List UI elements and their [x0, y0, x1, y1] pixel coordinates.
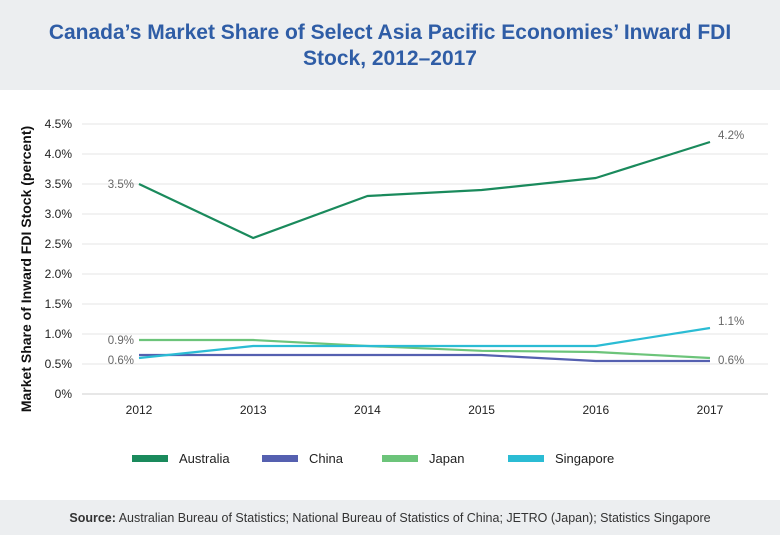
source-text: Australian Bureau of Statistics; Nationa… — [115, 511, 711, 525]
legend-swatch-china — [262, 455, 298, 462]
series-line-australia — [138, 140, 711, 240]
source-label: Source: — [69, 511, 116, 525]
x-tick-label: 2013 — [240, 403, 267, 417]
y-tick-label: 2.5% — [45, 237, 73, 251]
y-tick-label: 0% — [55, 387, 73, 401]
chart-title: Canada’s Market Share of Select Asia Pac… — [48, 21, 732, 70]
y-tick-label: 3.5% — [45, 177, 73, 191]
y-tick-label: 4.5% — [45, 117, 73, 131]
series-line-japan — [139, 338, 711, 360]
source-note: Source: Australian Bureau of Statistics;… — [0, 511, 780, 525]
data-label: 3.5% — [108, 179, 134, 191]
legend-label-china: China — [309, 451, 344, 466]
x-tick-label: 2015 — [468, 403, 495, 417]
legend-swatch-japan — [382, 455, 418, 462]
series-line-singapore — [138, 326, 711, 360]
data-label: 0.9% — [108, 335, 134, 347]
legend-swatch-singapore — [508, 455, 544, 462]
x-tick-label: 2012 — [126, 403, 153, 417]
y-axis-title: Market Share of Inward FDI Stock (percen… — [18, 126, 34, 412]
y-tick-label: 0.5% — [45, 357, 73, 371]
y-tick-label: 4.0% — [45, 147, 73, 161]
data-label: 0.6% — [718, 355, 744, 367]
legend-label-singapore: Singapore — [555, 451, 614, 466]
legend-swatch-australia — [132, 455, 168, 462]
y-tick-label: 1.5% — [45, 297, 73, 311]
source-footer: Source: Australian Bureau of Statistics;… — [0, 500, 780, 535]
data-label: 4.2% — [718, 130, 744, 142]
legend-label-japan: Japan — [429, 451, 464, 466]
line-chart: 0% 0.5% 1.0% 1.5% 2.0% 2.5% 3.0% 3.5% 4.0% 4.5% 20… — [18, 117, 768, 466]
x-tick-label: 2016 — [582, 403, 609, 417]
title-banner: Canada’s Market Share of Select Asia Pac… — [0, 0, 780, 90]
legend-label-australia: Australia — [179, 451, 230, 466]
series-line-china — [139, 353, 710, 363]
y-tick-label: 1.0% — [45, 327, 73, 341]
data-label: 0.6% — [108, 355, 134, 367]
x-tick-label: 2017 — [697, 403, 724, 417]
x-tick-label: 2014 — [354, 403, 381, 417]
y-tick-label: 3.0% — [45, 207, 73, 221]
data-label: 1.1% — [718, 316, 744, 328]
y-tick-label: 2.0% — [45, 267, 73, 281]
